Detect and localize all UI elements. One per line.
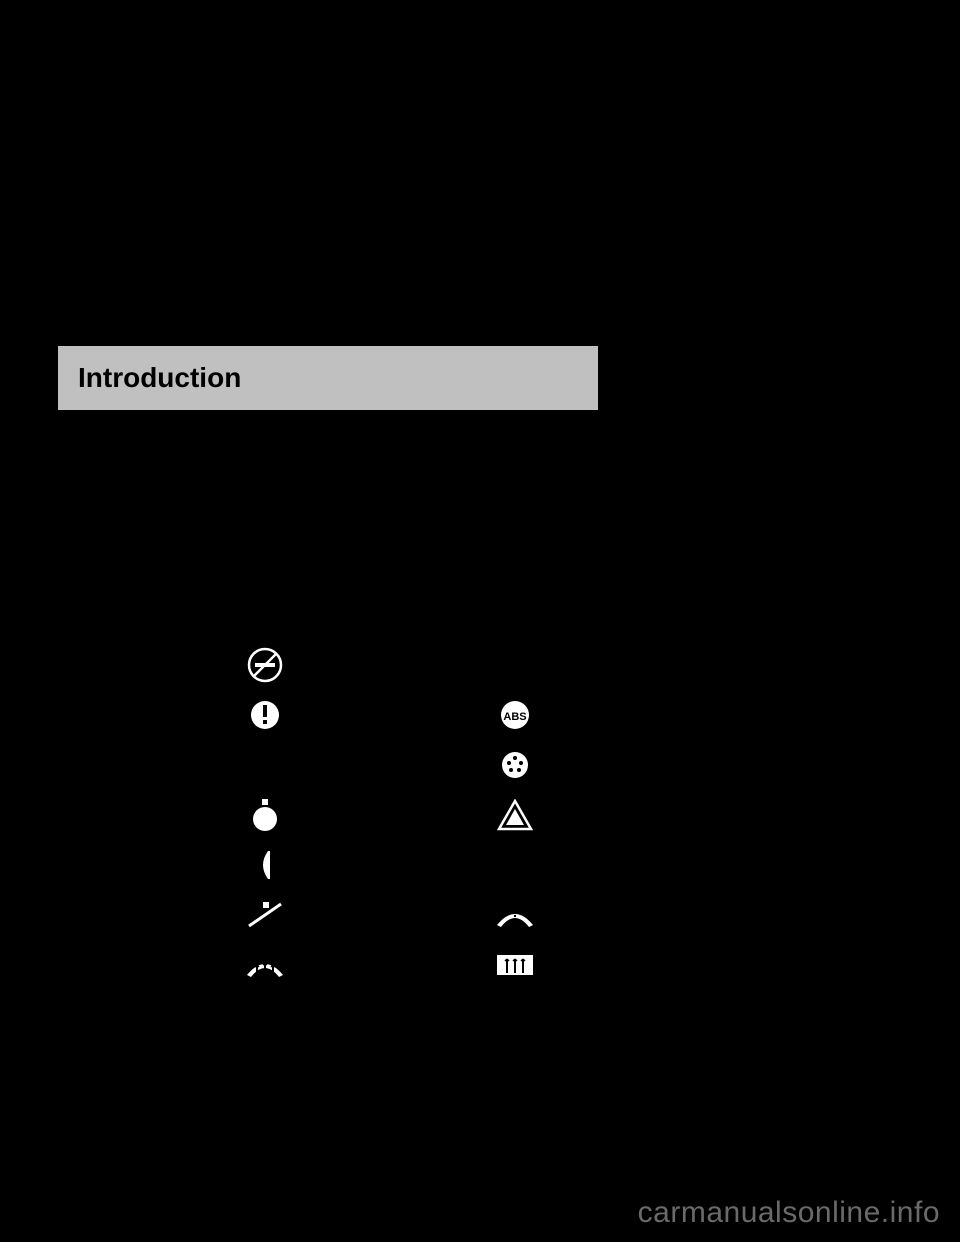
header-bar: Introduction xyxy=(58,346,598,410)
warning-icon xyxy=(240,699,290,731)
fuel-icon xyxy=(240,797,290,833)
defrost-rear-icon xyxy=(490,951,540,979)
symbol-row xyxy=(240,790,600,840)
jack-icon xyxy=(240,900,290,930)
symbol-row xyxy=(240,740,600,790)
defrost-front-icon xyxy=(240,951,290,979)
abs-icon: ABS xyxy=(490,698,540,732)
symbol-row xyxy=(240,890,600,940)
symbol-row xyxy=(240,640,600,690)
symbol-row xyxy=(240,940,600,990)
brake-icon xyxy=(490,749,540,781)
symbol-row xyxy=(240,840,600,890)
no-smoking-icon xyxy=(240,647,290,683)
hazard-icon xyxy=(490,799,540,831)
symbols-glossary: ABS xyxy=(240,640,600,990)
watermark: carmanualsonline.info xyxy=(638,1196,940,1230)
symbol-row: ABS xyxy=(240,690,600,740)
svg-text:ABS: ABS xyxy=(503,711,526,723)
headlamp-icon xyxy=(240,847,290,883)
page-title: Introduction xyxy=(78,362,241,394)
wiper-icon xyxy=(490,901,540,929)
